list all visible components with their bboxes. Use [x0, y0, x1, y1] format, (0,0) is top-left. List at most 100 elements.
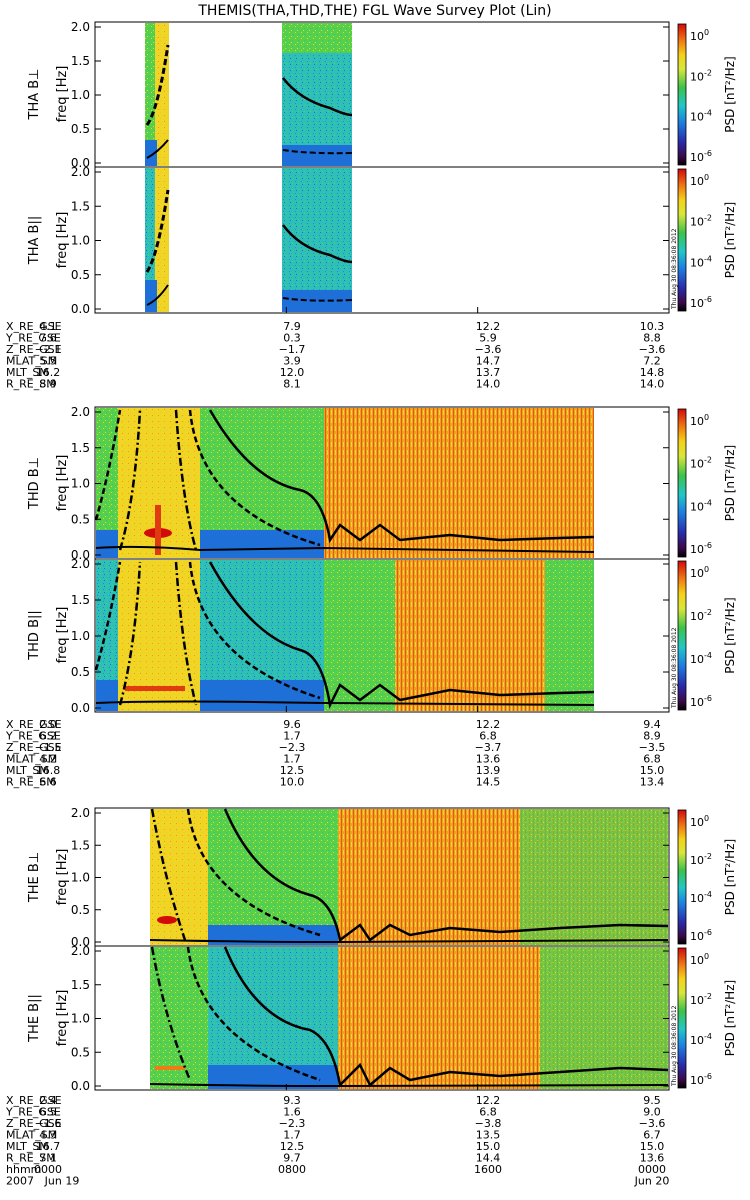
- ephemeris-value: 7.9: [283, 320, 301, 333]
- colorbar-label: PSD [nT²/Hz]: [723, 839, 737, 915]
- figure-title: THEMIS(THA,THD,THE) FGL Wave Survey Plot…: [197, 3, 551, 19]
- colorbar-tick-label: 10-2: [690, 992, 712, 1007]
- y-tick-label: 1.5: [71, 199, 90, 213]
- ephemeris-value: 8.9: [643, 730, 661, 743]
- ephemeris-value: 8.1: [283, 378, 301, 391]
- ephemeris-value: 4.3: [39, 1129, 57, 1142]
- time-tick-label: 0800: [278, 1163, 306, 1176]
- ephemeris-row-label: Y_RE_GSE: [5, 1106, 61, 1119]
- ephemeris-value: 9.5: [643, 1094, 661, 1107]
- ephemeris-value: 1.7: [283, 1129, 301, 1142]
- y-tick-label: 1.0: [71, 1012, 90, 1026]
- ephemeris-value: 7.6: [39, 332, 57, 345]
- panel-thd-bpar: THD B|| freq [Hz]: [27, 558, 670, 713]
- time-tick-label: 0000: [638, 1163, 666, 1176]
- y-axis-ticks: 0.00.51.01.52.00.00.51.01.52.00.00.51.01…: [71, 20, 669, 1093]
- panel-tha-bperp: THA B⊥ freq [Hz]: [27, 21, 670, 168]
- ephemeris-value: 12.2: [476, 718, 501, 731]
- ephemeris-value: 13.9: [476, 764, 501, 777]
- ephemeris-value: −1.5: [35, 741, 62, 754]
- colorbar: [677, 168, 687, 312]
- ephemeris-value: 14.0: [640, 378, 665, 391]
- y-tick-label: 2.0: [71, 944, 90, 958]
- panel-ylabel: THA B||: [27, 216, 42, 265]
- y-tick-label: 2.0: [71, 165, 90, 179]
- ephemeris-row-label: MLAT_SM: [6, 753, 57, 766]
- colorbar-label: PSD [nT²/Hz]: [723, 597, 737, 673]
- colorbar-tick-label: 10-2: [690, 456, 712, 471]
- ephemeris-row-label: R_RE_SM: [6, 378, 56, 391]
- colorbar-tick-label: 100: [690, 28, 709, 43]
- colorbar: [677, 23, 687, 166]
- ephemeris-value: 16.7: [36, 1140, 61, 1153]
- colorbar-tick-label: 10-4: [690, 1032, 712, 1047]
- ephemeris-value: −3.8: [475, 1117, 502, 1130]
- ephemeris-value: 5.9: [479, 332, 497, 345]
- y-tick-label: 1.0: [71, 88, 90, 102]
- panel-frame: [94, 166, 670, 314]
- ephemeris-row-label: X_RE_GSE: [6, 1094, 62, 1107]
- ephemeris-value: 9.6: [283, 718, 301, 731]
- panel-yunit: freq [Hz]: [55, 455, 70, 512]
- ephemeris-row-label: MLT_SM: [6, 366, 49, 379]
- date-end-label: Jun 20: [634, 1175, 670, 1188]
- ephemeris-value: 15.0: [640, 1140, 665, 1153]
- ephemeris-value: −1.7: [279, 343, 306, 356]
- y-tick-label: 1.0: [71, 234, 90, 248]
- ephemeris-value: 13.4: [640, 776, 665, 789]
- ephemeris-value: 14.0: [476, 378, 501, 391]
- year-label: 2007: [6, 1175, 34, 1188]
- ephemeris-value: 14.4: [476, 1152, 501, 1165]
- panel-ylabel: THA B⊥: [27, 69, 42, 121]
- y-tick-label: 1.5: [71, 978, 90, 992]
- colorbar-tick-label: 10-4: [690, 498, 712, 513]
- y-tick-label: 1.0: [71, 871, 90, 885]
- time-tick-label: 1600: [474, 1163, 502, 1176]
- ephemeris-value: 10.3: [640, 320, 665, 333]
- colorbar: [677, 560, 687, 711]
- panel-thd-bperp: THD B⊥ freq [Hz]: [27, 406, 670, 560]
- ephemeris-value: 3.9: [283, 355, 301, 368]
- panel-the-bperp: THE B⊥ freq [Hz]: [27, 807, 670, 947]
- panel-tha-bpar: THA B|| freq [Hz]: [27, 166, 670, 314]
- ephemeris-value: 14.7: [476, 355, 501, 368]
- panel-ylabel: THD B||: [27, 610, 42, 661]
- ephemeris-value: 7.2: [643, 355, 661, 368]
- time-row-label: hhmm: [6, 1163, 41, 1176]
- ephemeris-value: 14.5: [476, 776, 501, 789]
- date-start-label: Jun 19: [44, 1175, 80, 1188]
- ephemeris-row-label: MLT_SM: [6, 764, 49, 777]
- colorbar-label: PSD [nT²/Hz]: [723, 56, 737, 132]
- y-tick-label: 2.0: [71, 20, 90, 34]
- colorbar-label: PSD [nT²/Hz]: [723, 980, 737, 1056]
- panel-ylabel: THE B||: [27, 994, 42, 1043]
- ephemeris-value: 5.5: [39, 355, 57, 368]
- ephemeris-value: −3.7: [475, 741, 502, 754]
- y-tick-label: 2.0: [71, 557, 90, 571]
- ephemeris-value: 16.2: [36, 366, 61, 379]
- ephemeris-value: 6.8: [479, 730, 497, 743]
- y-tick-label: 1.5: [71, 593, 90, 607]
- y-tick-label: 0.5: [71, 268, 90, 282]
- colorbar-tick-label: 10-6: [690, 1072, 712, 1087]
- ephemeris-value: 12.2: [476, 320, 501, 333]
- ephemeris-value: 6.7: [643, 1129, 661, 1142]
- timestamp-stamp: Thu Aug 30 08:36:08 2012: [671, 627, 678, 709]
- ephemeris-row-label: Z_RE_GSE: [6, 1117, 62, 1130]
- ephemeris-value: 13.5: [476, 1129, 501, 1142]
- ephemeris-value: 9.7: [283, 1152, 301, 1165]
- ephemeris-value: 16.8: [36, 764, 61, 777]
- ephemeris-row-label: Y_RE_GSE: [5, 730, 61, 743]
- colorbar-tick-label: 100: [690, 173, 709, 188]
- colorbar-tick-label: 10-4: [690, 890, 712, 905]
- y-tick-label: 1.5: [71, 54, 90, 68]
- colorbar-tick-label: 10-2: [690, 852, 712, 867]
- colorbar-tick-label: 10-2: [690, 608, 712, 623]
- y-tick-label: 1.0: [71, 629, 90, 643]
- ephemeris-value: 10.0: [280, 776, 305, 789]
- timestamp-stamp: Thu Aug 30 08:36:08 2012: [671, 1005, 678, 1087]
- ephemeris-value: 12.5: [280, 764, 305, 777]
- y-tick-label: 1.5: [71, 838, 90, 852]
- ephemeris-value: 12.5: [280, 1140, 305, 1153]
